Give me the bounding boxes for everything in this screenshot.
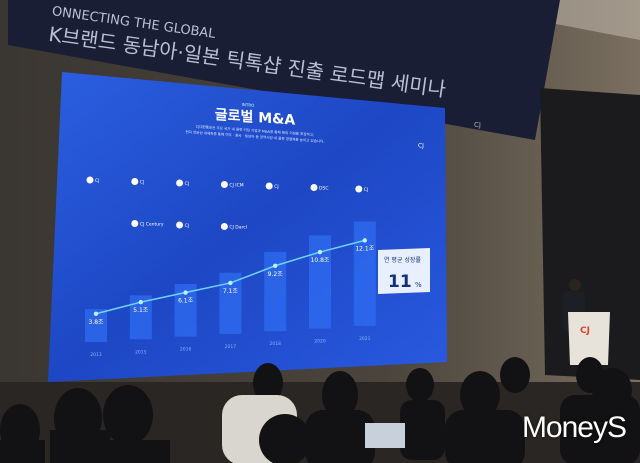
cj-logo-icon	[220, 223, 228, 230]
cj-logo-icon	[86, 176, 94, 184]
cj-logo-icon	[265, 182, 273, 190]
cj-logo-icon	[220, 181, 228, 188]
slide-logo: CJ	[418, 142, 424, 149]
slide-intro: INTRO	[242, 102, 255, 108]
data-label: 10.8조	[311, 257, 330, 264]
acquisition-name: CJ	[274, 184, 278, 190]
point-2013	[93, 311, 99, 316]
acquisition-name: CJ Darcl	[229, 225, 247, 231]
bar-2020	[309, 235, 331, 329]
cj-logo-icon	[355, 185, 363, 193]
banner-logo: CJ	[474, 121, 481, 129]
year-label: 2016	[180, 347, 192, 353]
growth-callout: 연 평균 성장률 11 %	[378, 248, 430, 294]
point-2018	[273, 263, 278, 268]
year-label: 2015	[135, 349, 147, 355]
year-label: 2018	[269, 341, 281, 347]
point-2017	[228, 280, 233, 286]
acquisition-name: CJ	[95, 178, 99, 184]
bar-2018	[264, 251, 287, 332]
year-label: 2020	[314, 339, 326, 345]
banner	[8, 0, 560, 140]
cj-logo-icon	[131, 220, 139, 227]
cj-logo-icon	[131, 178, 139, 185]
audience	[0, 357, 640, 463]
acquisition-name: CJ	[185, 223, 189, 229]
watermark: MoneyS	[521, 411, 627, 444]
year-label: 2021	[359, 336, 371, 342]
bar-2016	[174, 284, 197, 337]
acquisition-name: CJ	[140, 180, 144, 186]
ceiling	[0, 0, 640, 40]
bar-2015	[129, 295, 152, 340]
cj-logo-icon	[176, 179, 184, 187]
cj-logo-icon	[176, 221, 184, 229]
acquisition-name: CJ	[185, 181, 189, 187]
callout-value: 11	[388, 272, 412, 292]
bar-2021	[353, 221, 376, 326]
data-label: 6.1조	[178, 298, 194, 305]
cj-logo-icon	[310, 184, 318, 191]
acquisition-name: DSC	[319, 186, 328, 192]
point-2021	[362, 238, 367, 243]
point-2020	[317, 249, 323, 255]
acquisition-name: CJ Century	[140, 222, 164, 228]
acquisition-name: CJ	[364, 187, 368, 193]
acquisition-name: CJ ICM	[229, 183, 243, 189]
data-label: 7.1조	[223, 288, 239, 295]
data-label: 5.1조	[133, 307, 149, 314]
slide-title: 글로벌 M&A	[215, 106, 296, 129]
data-label: 12.1조	[355, 245, 374, 252]
year-label: 2017	[225, 344, 237, 350]
point-2016	[183, 290, 188, 295]
podium-logo: CJ	[580, 326, 590, 336]
callout-unit: %	[415, 281, 422, 289]
chart: 3.8조 2013 5.1조 2015 6.1조 2016 7.1조 2017 9.2조 2018…	[85, 221, 376, 358]
year-label: 2013	[90, 352, 102, 358]
data-label: 3.8조	[88, 319, 104, 326]
acquisition-logos: CJ CJ CJ CJ ICM CJ DSC CJ CJ Century CJ CJ Darcl	[86, 176, 368, 231]
point-2015	[138, 299, 143, 305]
data-label: 9.2조	[268, 271, 284, 278]
callout-label: 연 평균 성장률	[384, 256, 421, 264]
podium: CJ	[568, 312, 610, 365]
bar-2017	[219, 272, 242, 334]
bar-2013	[85, 309, 107, 342]
